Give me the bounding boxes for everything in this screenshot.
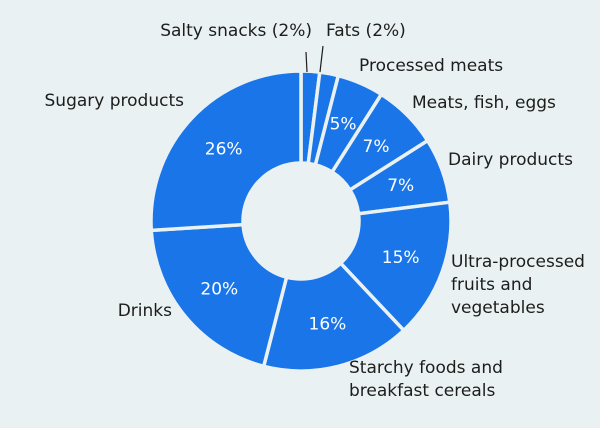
leader-lines-group (305, 45, 324, 73)
category-label-salty-snacks: Salty snacks (2%) (160, 21, 312, 41)
value-label-meats-fish-eggs: 7% (363, 137, 390, 157)
value-labels-group: 5% 7% 7% 15% 16% 20% 26% (200, 115, 419, 335)
slice-sugary-products (149, 69, 303, 233)
category-label-ultra-processed-fruits-and-vegetables: Ultra-processed fruits and vegetables (451, 252, 585, 318)
value-label-starchy-foods-and-breakfast-cereals: 16% (309, 315, 347, 335)
value-label-ultra-processed-fruits-and-vegetables: 15% (382, 248, 420, 268)
value-label-processed-meats: 5% (330, 115, 357, 135)
category-label-drinks: Drinks (118, 301, 172, 321)
slices-group (149, 69, 453, 373)
category-label-fats: Fats (2%) (326, 21, 406, 41)
leader-line-fats (319, 45, 324, 73)
slice-starchy-foods-and-breakfast-cereals (261, 260, 407, 373)
leader-line-salty-snacks (305, 51, 308, 73)
slice-drinks (149, 222, 289, 369)
category-label-meats-fish-eggs: Meats, fish, eggs (412, 93, 556, 113)
category-label-processed-meats: Processed meats (359, 56, 503, 76)
value-label-drinks: 20% (200, 280, 238, 300)
value-label-dairy-products: 7% (387, 176, 414, 196)
category-label-dairy-products: Dairy products (448, 150, 573, 170)
value-label-sugary-products: 26% (205, 139, 243, 159)
slice-ultra-processed-fruits-and-vegetables (338, 200, 453, 333)
category-label-sugary-products: Sugary products (45, 91, 185, 111)
category-label-starchy-foods-and-breakfast-cereals: Starchy foods and breakfast cereals (349, 358, 503, 401)
category-labels-group: Salty snacks (2%) Fats (2%) Processed meat… (45, 21, 585, 401)
